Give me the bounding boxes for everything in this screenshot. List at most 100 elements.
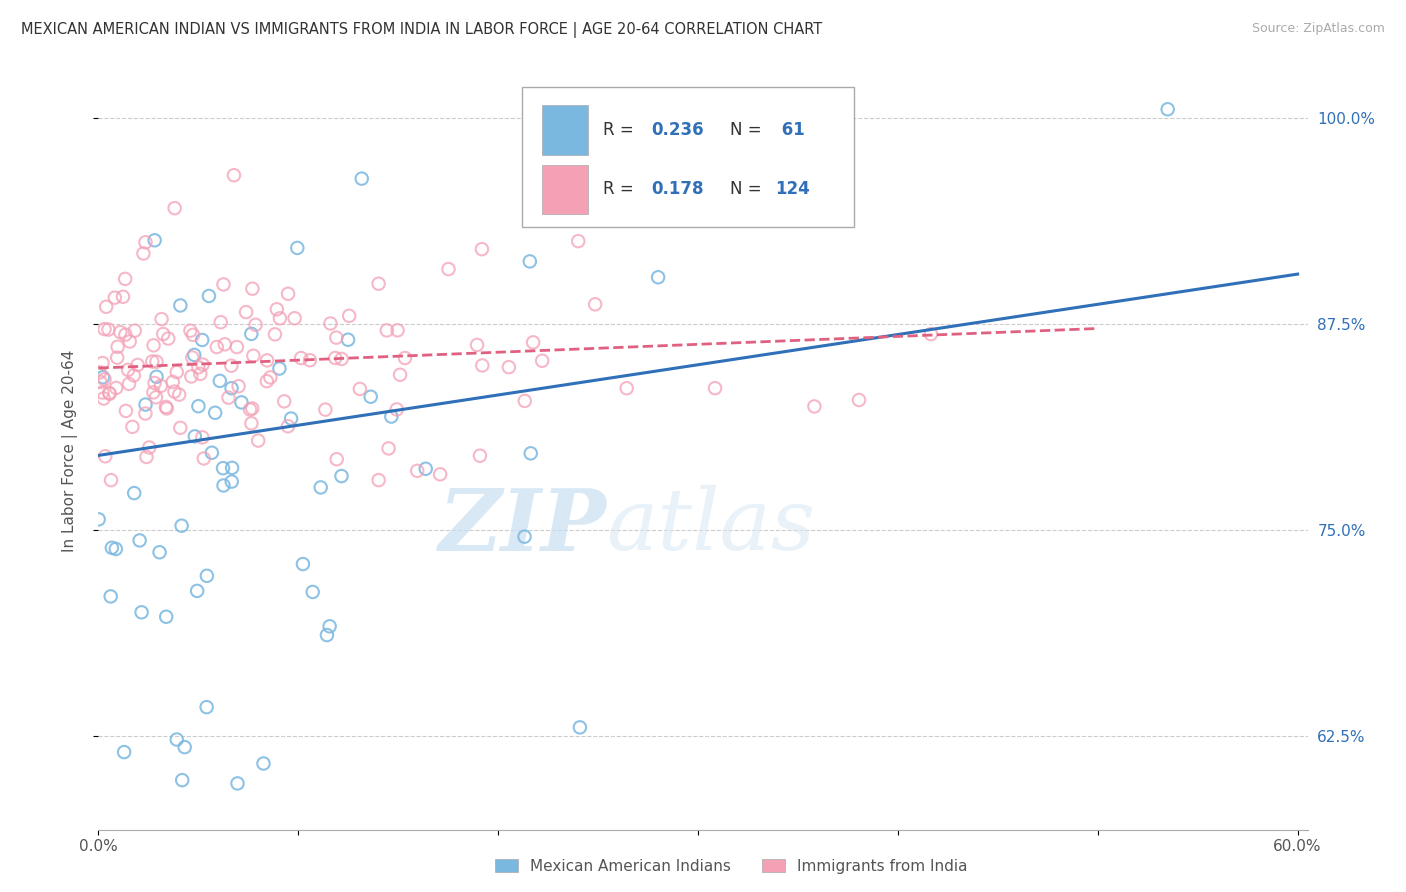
Text: ZIP: ZIP xyxy=(439,484,606,568)
Point xyxy=(531,353,554,368)
Point xyxy=(191,430,214,444)
Point xyxy=(128,533,150,548)
Point xyxy=(415,462,437,476)
Point xyxy=(465,338,488,352)
Point xyxy=(773,193,796,207)
Point xyxy=(114,327,136,342)
Point xyxy=(96,300,118,314)
Text: Source: ZipAtlas.com: Source: ZipAtlas.com xyxy=(1251,22,1385,36)
Point xyxy=(124,324,146,338)
Point xyxy=(132,246,155,260)
Text: R =: R = xyxy=(603,120,638,139)
Point xyxy=(117,363,139,377)
Point xyxy=(122,486,145,500)
Point xyxy=(93,372,115,386)
Point xyxy=(316,628,339,642)
Point xyxy=(201,446,224,460)
Point xyxy=(167,387,190,401)
Point xyxy=(157,332,180,346)
Point xyxy=(567,234,589,248)
Point xyxy=(269,311,291,326)
Point xyxy=(498,360,520,375)
Point xyxy=(89,375,111,389)
Point xyxy=(115,404,138,418)
Point xyxy=(141,354,163,368)
Point xyxy=(118,334,141,349)
Y-axis label: In Labor Force | Age 20-64: In Labor Force | Age 20-64 xyxy=(62,350,77,551)
Point xyxy=(111,290,134,304)
Point xyxy=(93,322,115,336)
Point xyxy=(195,569,218,583)
Text: N =: N = xyxy=(730,120,766,139)
Point xyxy=(143,233,166,247)
Point xyxy=(471,242,494,256)
Point xyxy=(127,358,149,372)
Legend: Mexican American Indians, Immigrants from India: Mexican American Indians, Immigrants fro… xyxy=(489,853,973,880)
Text: R =: R = xyxy=(603,180,638,198)
Point xyxy=(104,291,127,305)
Point xyxy=(181,327,204,342)
Point xyxy=(195,700,218,714)
Point xyxy=(181,351,204,365)
Point xyxy=(110,325,132,339)
Point xyxy=(142,385,165,400)
Point xyxy=(134,407,156,421)
Point xyxy=(522,335,544,350)
Point xyxy=(848,392,870,407)
Point xyxy=(100,590,122,604)
Point xyxy=(97,322,120,336)
Point xyxy=(191,333,214,347)
Point xyxy=(173,740,195,755)
Point xyxy=(240,417,263,431)
Text: 0.178: 0.178 xyxy=(651,180,703,198)
Point xyxy=(406,464,429,478)
Text: 124: 124 xyxy=(776,180,810,198)
Point xyxy=(209,315,232,329)
Point xyxy=(187,360,209,375)
Point xyxy=(122,368,145,383)
Point xyxy=(242,282,264,296)
Point xyxy=(301,585,323,599)
Point xyxy=(240,401,263,416)
Point xyxy=(375,323,398,337)
Point xyxy=(259,370,281,384)
Point xyxy=(471,359,494,373)
Point xyxy=(360,390,382,404)
Point xyxy=(87,512,110,526)
Point xyxy=(93,392,115,406)
Point xyxy=(98,386,121,401)
Point xyxy=(226,776,249,790)
Point xyxy=(169,421,191,435)
Point xyxy=(105,351,128,365)
Point xyxy=(179,324,201,338)
Point xyxy=(256,374,278,388)
FancyBboxPatch shape xyxy=(522,87,855,227)
Point xyxy=(291,557,314,571)
Point xyxy=(318,619,340,633)
Point xyxy=(309,480,332,494)
Point xyxy=(385,402,408,417)
Point xyxy=(105,381,128,395)
Point xyxy=(91,356,114,370)
Point xyxy=(145,369,167,384)
Point xyxy=(367,277,389,291)
Point xyxy=(183,348,205,362)
Point xyxy=(284,311,307,326)
Point xyxy=(145,355,167,369)
Point xyxy=(187,399,209,413)
Point xyxy=(350,171,373,186)
Point xyxy=(627,178,650,192)
FancyBboxPatch shape xyxy=(543,165,588,214)
Point xyxy=(235,305,257,319)
Point xyxy=(277,286,299,301)
Point xyxy=(330,351,353,366)
Point xyxy=(266,302,288,317)
Point xyxy=(145,390,167,404)
FancyBboxPatch shape xyxy=(543,105,588,155)
Point xyxy=(150,312,173,326)
Point xyxy=(704,381,727,395)
Point xyxy=(118,376,141,391)
Point xyxy=(228,379,250,393)
Point xyxy=(101,541,124,555)
Point xyxy=(273,394,295,409)
